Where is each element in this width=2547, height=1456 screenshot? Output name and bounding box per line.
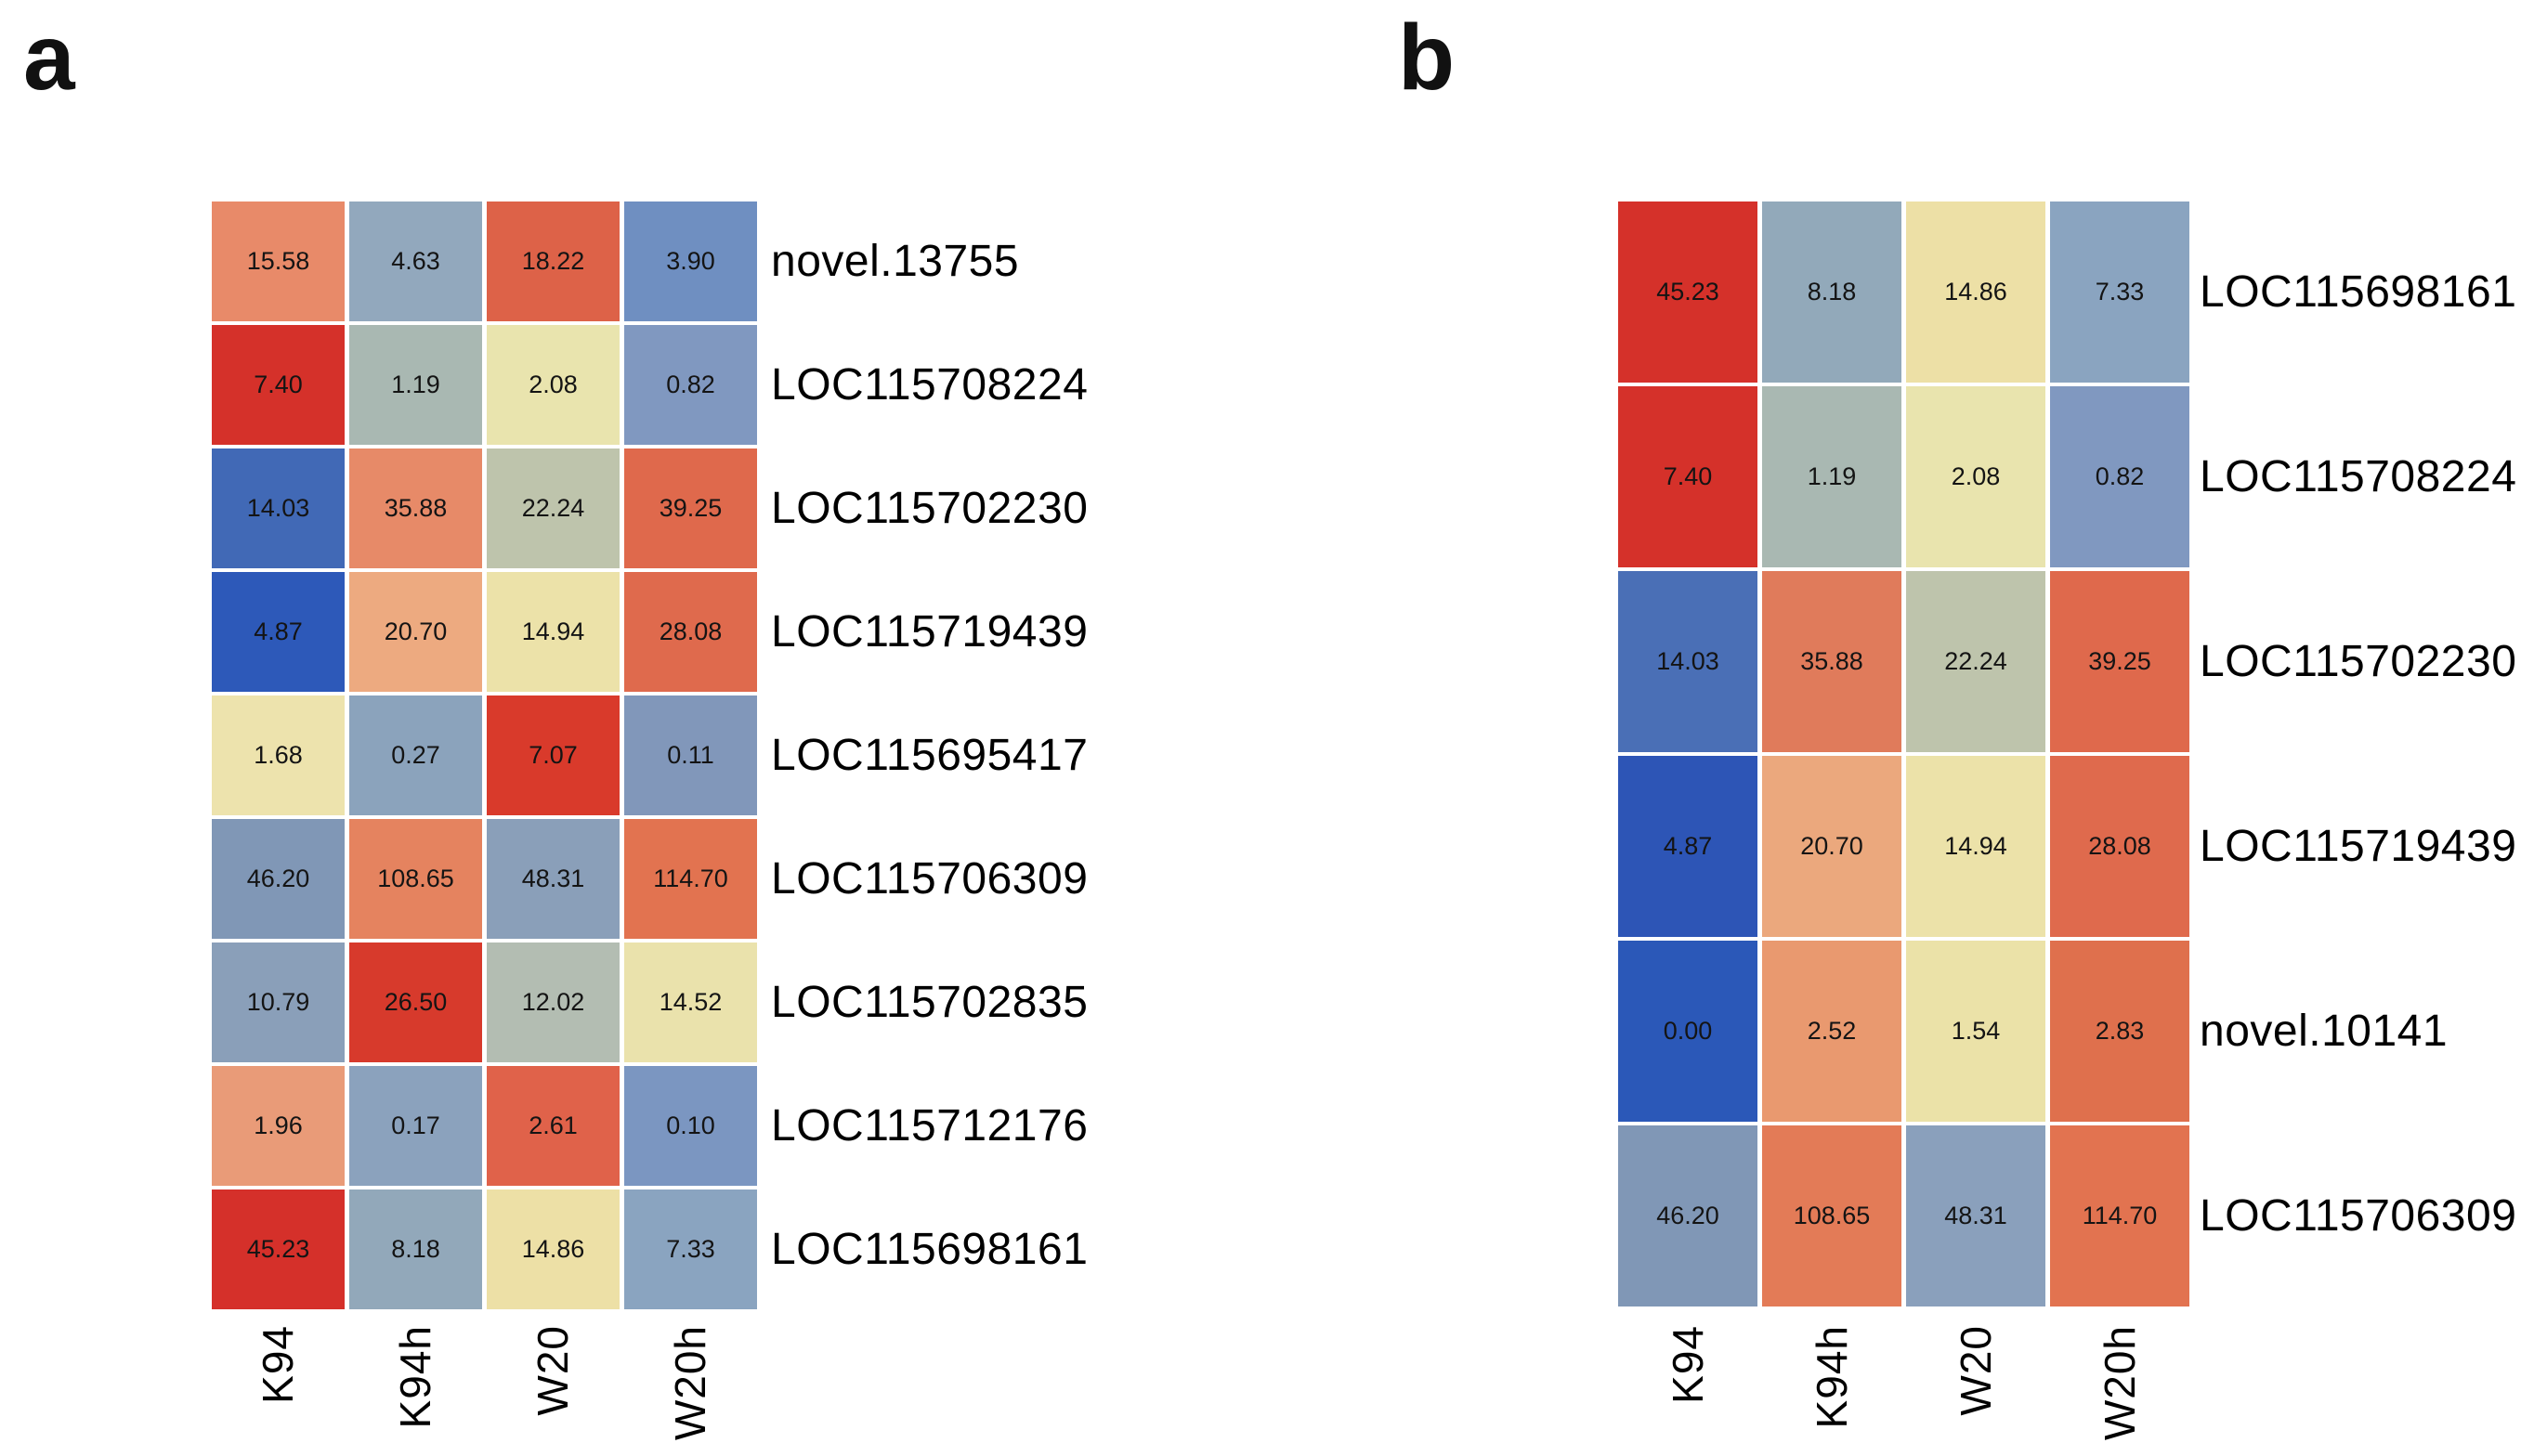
heatmap-cell-b-novel.10141-K94: 0.00 bbox=[1618, 941, 1757, 1122]
heatmap-cell-b-LOC115708224-W20: 2.08 bbox=[1906, 386, 2045, 567]
heatmap-cell-a-LOC115708224-K94: 7.40 bbox=[212, 325, 345, 445]
gene-label-LOC115706309: LOC115706309 bbox=[771, 854, 1089, 904]
heatmap-cell-a-LOC115706309-K94: 46.20 bbox=[212, 819, 345, 939]
heatmap-cell-b-LOC115708224-K94h: 1.19 bbox=[1762, 386, 1901, 567]
heatmap-cell-a-LOC115702835-W20: 12.02 bbox=[487, 942, 620, 1062]
heatmap-cell-b-LOC115698161-W20: 14.86 bbox=[1906, 202, 2045, 383]
heatmap-cell-a-LOC115708224-K94h: 1.19 bbox=[349, 325, 482, 445]
heatmap-cell-a-LOC115702230-W20h: 39.25 bbox=[624, 448, 757, 568]
heatmap-cell-b-LOC115698161-K94h: 8.18 bbox=[1762, 202, 1901, 383]
heatmap-b-sample-labels: K94 K94h W20 W20h bbox=[1618, 1325, 2194, 1456]
heatmap-cell-a-LOC115695417-W20: 7.07 bbox=[487, 696, 620, 815]
heatmap-cell-a-novel.13755-K94: 15.58 bbox=[212, 202, 345, 321]
heatmap-cell-b-LOC115702230-W20: 22.24 bbox=[1906, 571, 2045, 752]
heatmap-cell-b-LOC115698161-W20h: 7.33 bbox=[2050, 202, 2189, 383]
heatmap-cell-a-novel.13755-W20h: 3.90 bbox=[624, 202, 757, 321]
heatmap-b-grid: 45.23 8.18 14.86 7.33 7.40 1.19 2.08 0.82 14.03 3… bbox=[1618, 202, 2189, 1306]
gene-label-LOC115719439: LOC115719439 bbox=[771, 607, 1089, 656]
sample-label-slot-W20h: W20h bbox=[624, 1325, 757, 1440]
sample-label-slot-K94h: K94h bbox=[349, 1325, 482, 1428]
heatmap-cell-a-novel.13755-W20: 18.22 bbox=[487, 202, 620, 321]
gene-label-LOC115702230: LOC115702230 bbox=[771, 484, 1089, 533]
sample-label-slot-W20: W20 bbox=[487, 1325, 620, 1416]
gene-label-LOC115719439: LOC115719439 bbox=[2200, 822, 2517, 871]
gene-label-LOC115698161: LOC115698161 bbox=[2200, 267, 2517, 317]
heatmap-cell-b-LOC115708224-K94: 7.40 bbox=[1618, 386, 1757, 567]
heatmap-cell-a-LOC115695417-W20h: 0.11 bbox=[624, 696, 757, 815]
heatmap-cell-a-LOC115702230-K94: 14.03 bbox=[212, 448, 345, 568]
gene-label-LOC115695417: LOC115695417 bbox=[771, 731, 1089, 780]
gene-label-LOC115702835: LOC115702835 bbox=[771, 978, 1089, 1027]
heatmap-cell-b-novel.10141-W20: 1.54 bbox=[1906, 941, 2045, 1122]
heatmap-cell-b-LOC115702230-K94h: 35.88 bbox=[1762, 571, 1901, 752]
heatmap-cell-a-LOC115719439-K94h: 20.70 bbox=[349, 572, 482, 692]
heatmap-cell-a-LOC115698161-W20: 14.86 bbox=[487, 1190, 620, 1309]
heatmap-cell-a-LOC115706309-W20: 48.31 bbox=[487, 819, 620, 939]
sample-label-K94: K94 bbox=[1663, 1325, 1712, 1404]
sample-label-K94h: K94h bbox=[391, 1325, 440, 1429]
heatmap-cell-a-LOC115706309-W20h: 114.70 bbox=[624, 819, 757, 939]
gene-label-LOC115708224: LOC115708224 bbox=[2200, 452, 2517, 501]
gene-label-LOC115698161: LOC115698161 bbox=[771, 1225, 1089, 1274]
heatmap-cell-a-LOC115702835-W20h: 14.52 bbox=[624, 942, 757, 1062]
heatmap-cell-a-LOC115702230-K94h: 35.88 bbox=[349, 448, 482, 568]
heatmap-cell-b-LOC115706309-W20: 48.31 bbox=[1906, 1125, 2045, 1306]
heatmap-cell-b-LOC115708224-W20h: 0.82 bbox=[2050, 386, 2189, 567]
gene-label-novel.10141: novel.10141 bbox=[2200, 1007, 2449, 1056]
gene-label-LOC115702230: LOC115702230 bbox=[2200, 637, 2517, 686]
heatmap-cell-b-novel.10141-K94h: 2.52 bbox=[1762, 941, 1901, 1122]
panel-a-letter: a bbox=[23, 6, 75, 110]
heatmap-cell-a-LOC115712176-K94: 1.96 bbox=[212, 1066, 345, 1186]
heatmap-cell-a-LOC115702230-W20: 22.24 bbox=[487, 448, 620, 568]
gene-label-LOC115706309: LOC115706309 bbox=[2200, 1191, 2517, 1241]
heatmap-cell-a-LOC115712176-W20: 2.61 bbox=[487, 1066, 620, 1186]
sample-label-slot-K94: K94 bbox=[212, 1325, 345, 1404]
gene-label-novel.13755: novel.13755 bbox=[771, 237, 1020, 286]
heatmap-cell-a-LOC115702835-K94h: 26.50 bbox=[349, 942, 482, 1062]
heatmap-a-grid: 15.58 4.63 18.22 3.90 7.40 1.19 2.08 0.82 14.03 3… bbox=[212, 202, 757, 1309]
sample-label-K94: K94 bbox=[254, 1325, 303, 1404]
heatmap-cell-a-LOC115695417-K94: 1.68 bbox=[212, 696, 345, 815]
sample-label-slot-W20h: W20h bbox=[2050, 1325, 2189, 1440]
heatmap-cell-b-LOC115702230-W20h: 39.25 bbox=[2050, 571, 2189, 752]
heatmap-cell-b-LOC115702230-K94: 14.03 bbox=[1618, 571, 1757, 752]
heatmap-a-sample-labels: K94 K94h W20 W20h bbox=[212, 1325, 757, 1456]
heatmap-cell-b-LOC115719439-W20h: 28.08 bbox=[2050, 756, 2189, 937]
heatmap-cell-a-LOC115712176-K94h: 0.17 bbox=[349, 1066, 482, 1186]
sample-label-slot-K94h: K94h bbox=[1762, 1325, 1901, 1428]
heatmap-cell-a-LOC115702835-K94: 10.79 bbox=[212, 942, 345, 1062]
heatmap-cell-b-LOC115706309-K94: 46.20 bbox=[1618, 1125, 1757, 1306]
heatmap-cell-b-LOC115719439-W20: 14.94 bbox=[1906, 756, 2045, 937]
heatmap-cell-a-LOC115719439-W20: 14.94 bbox=[487, 572, 620, 692]
panel-b-letter: b bbox=[1398, 6, 1456, 110]
heatmap-cell-a-LOC115695417-K94h: 0.27 bbox=[349, 696, 482, 815]
heatmap-cell-a-LOC115712176-W20h: 0.10 bbox=[624, 1066, 757, 1186]
sample-label-W20: W20 bbox=[529, 1325, 578, 1416]
heatmap-cell-a-LOC115708224-W20h: 0.82 bbox=[624, 325, 757, 445]
sample-label-W20: W20 bbox=[1951, 1325, 2000, 1416]
sample-label-W20h: W20h bbox=[666, 1325, 715, 1441]
gene-label-LOC115708224: LOC115708224 bbox=[771, 360, 1089, 410]
heatmap-cell-a-LOC115698161-W20h: 7.33 bbox=[624, 1190, 757, 1309]
sample-label-K94h: K94h bbox=[1807, 1325, 1856, 1429]
sample-label-slot-W20: W20 bbox=[1906, 1325, 2045, 1416]
heatmap-cell-b-LOC115719439-K94h: 20.70 bbox=[1762, 756, 1901, 937]
gene-label-LOC115712176: LOC115712176 bbox=[771, 1101, 1089, 1150]
sample-label-slot-K94: K94 bbox=[1618, 1325, 1757, 1404]
heatmap-cell-b-LOC115706309-K94h: 108.65 bbox=[1762, 1125, 1901, 1306]
heatmap-cell-a-LOC115698161-K94: 45.23 bbox=[212, 1190, 345, 1309]
heatmap-a-gene-labels: novel.13755 LOC115708224 LOC115702230 LOC11… bbox=[771, 202, 1088, 1309]
heatmap-cell-b-novel.10141-W20h: 2.83 bbox=[2050, 941, 2189, 1122]
heatmap-b-gene-labels: LOC115698161 LOC115708224 LOC115702230 LOC1… bbox=[2200, 202, 2516, 1306]
heatmap-cell-b-LOC115698161-K94: 45.23 bbox=[1618, 202, 1757, 383]
heatmap-cell-a-novel.13755-K94h: 4.63 bbox=[349, 202, 482, 321]
heatmap-cell-a-LOC115708224-W20: 2.08 bbox=[487, 325, 620, 445]
heatmap-cell-a-LOC115719439-W20h: 28.08 bbox=[624, 572, 757, 692]
heatmap-cell-b-LOC115719439-K94: 4.87 bbox=[1618, 756, 1757, 937]
heatmap-cell-a-LOC115719439-K94: 4.87 bbox=[212, 572, 345, 692]
heatmap-cell-a-LOC115698161-K94h: 8.18 bbox=[349, 1190, 482, 1309]
heatmap-cell-b-LOC115706309-W20h: 114.70 bbox=[2050, 1125, 2189, 1306]
heatmap-cell-a-LOC115706309-K94h: 108.65 bbox=[349, 819, 482, 939]
sample-label-W20h: W20h bbox=[2095, 1325, 2144, 1441]
